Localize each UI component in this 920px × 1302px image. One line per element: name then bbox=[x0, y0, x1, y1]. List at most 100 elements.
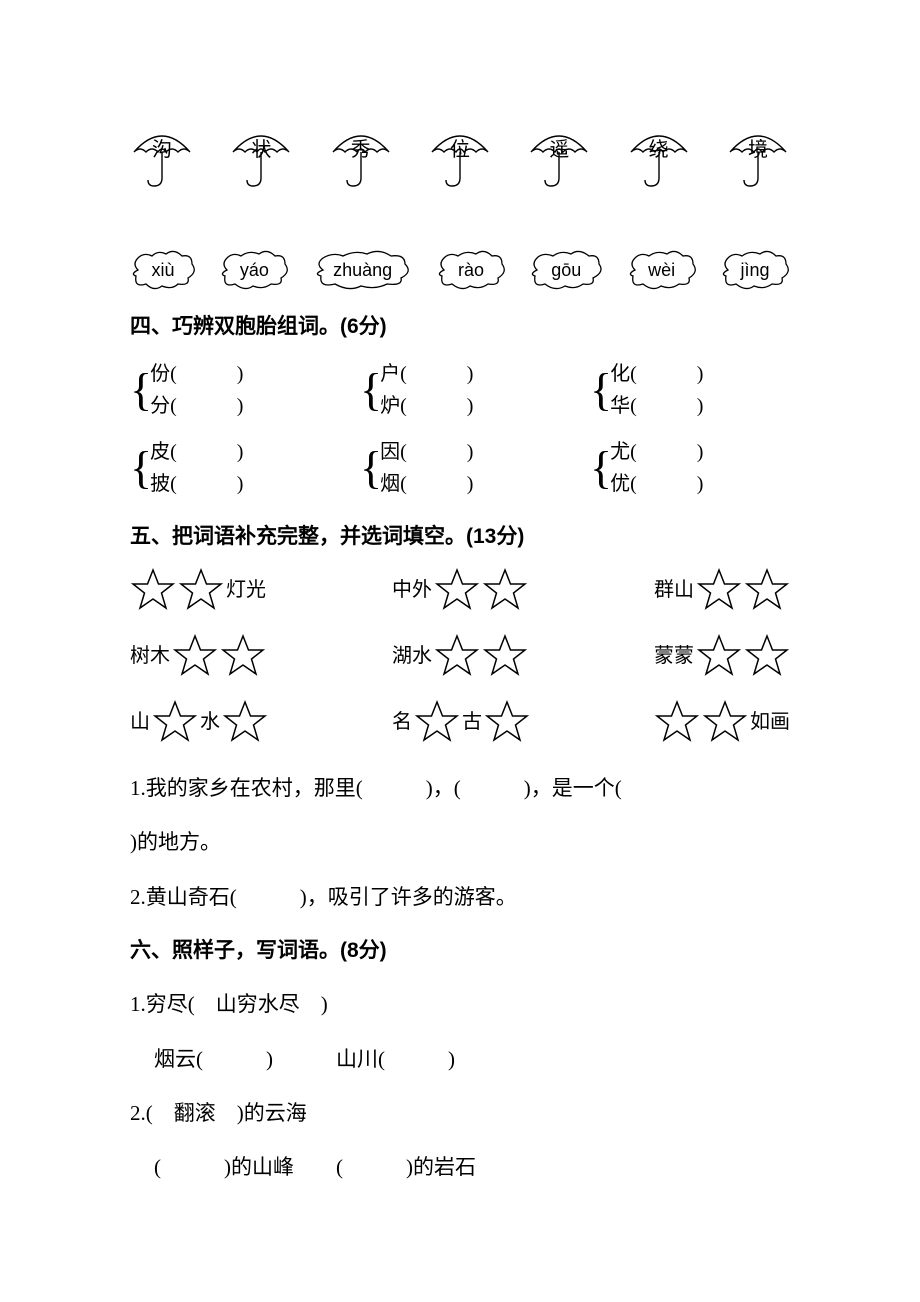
q6-2: 2.( 翻滚 )的云海 bbox=[130, 1090, 790, 1136]
twin-char-5a: 尤 bbox=[610, 441, 630, 463]
star-label: 群山 bbox=[654, 574, 694, 606]
twin-char-2b: 华 bbox=[610, 395, 630, 417]
q5-2: 2.黄山奇石( )，吸引了许多的游客。 bbox=[130, 874, 790, 920]
brace-icon: { bbox=[590, 445, 612, 491]
cloud-4: gōu bbox=[529, 250, 603, 290]
q5-1: 1.我的家乡在农村，那里( )，( )，是一个( bbox=[130, 765, 790, 811]
brace-icon: { bbox=[590, 367, 612, 413]
star-row-2: 山水名古如画 bbox=[130, 699, 790, 745]
star-icon bbox=[482, 633, 528, 679]
umbrella-5: 绕 bbox=[627, 120, 691, 190]
twin-char-4a: 因 bbox=[380, 441, 400, 463]
star-label: 山 bbox=[130, 706, 150, 738]
star-icon bbox=[434, 567, 480, 613]
umbrella-1: 状 bbox=[229, 120, 293, 190]
umbrella-4: 遥 bbox=[527, 120, 591, 190]
twin-group-5: {尤( )优( ) bbox=[590, 436, 790, 500]
cloud-text-3: rào bbox=[452, 256, 490, 285]
cloud-6: jìng bbox=[720, 250, 790, 290]
cloud-2: zhuàng bbox=[313, 250, 413, 290]
star-item-0-0: 灯光 bbox=[130, 567, 266, 613]
twin-char-2a: 化 bbox=[610, 363, 630, 385]
star-rows: 灯光中外群山树木湖水蒙蒙山水名古如画 bbox=[130, 567, 790, 745]
umbrella-char-2: 秀 bbox=[329, 134, 393, 166]
star-icon bbox=[484, 699, 530, 745]
cloud-text-0: xiù bbox=[145, 256, 180, 285]
twin-char-3b: 披 bbox=[150, 473, 170, 495]
star-icon bbox=[414, 699, 460, 745]
twin-group-0: {份( )分( ) bbox=[130, 358, 330, 422]
cloud-3: rào bbox=[436, 250, 506, 290]
star-label: 古 bbox=[462, 706, 482, 738]
star-label: 蒙蒙 bbox=[654, 640, 694, 672]
q5-1b: )的地方。 bbox=[130, 819, 790, 865]
star-item-0-2: 群山 bbox=[654, 567, 790, 613]
umbrella-char-1: 状 bbox=[229, 134, 293, 166]
twin-char-4b: 烟 bbox=[380, 473, 400, 495]
cloud-row: xiù yáo zhuàng rào gōu wèi jìng bbox=[130, 250, 790, 290]
twin-group-2: {化( )华( ) bbox=[590, 358, 790, 422]
star-icon bbox=[434, 633, 480, 679]
star-icon bbox=[696, 567, 742, 613]
star-item-0-1: 中外 bbox=[392, 567, 528, 613]
section4-title: 四、巧辨双胞胎组词。(6分) bbox=[130, 310, 790, 344]
section6-title: 六、照样子，写词语。(8分) bbox=[130, 934, 790, 968]
star-item-2-1: 名古 bbox=[392, 699, 530, 745]
brace-icon: { bbox=[130, 445, 152, 491]
star-icon bbox=[744, 567, 790, 613]
q6-1b: 烟云( ) 山川( ) bbox=[130, 1036, 790, 1082]
cloud-0: xiù bbox=[130, 250, 196, 290]
twin-char-0a: 份 bbox=[150, 363, 170, 385]
star-row-1: 树木 湖水 蒙蒙 bbox=[130, 633, 790, 679]
star-label: 如画 bbox=[750, 706, 790, 738]
twin-group-3: {皮( )披( ) bbox=[130, 436, 330, 500]
umbrella-char-4: 遥 bbox=[527, 134, 591, 166]
star-item-2-2: 如画 bbox=[654, 699, 790, 745]
cloud-5: wèi bbox=[627, 250, 697, 290]
umbrella-0: 沟 bbox=[130, 120, 194, 190]
cloud-1: yáo bbox=[219, 250, 289, 290]
star-icon bbox=[152, 699, 198, 745]
q6-1: 1.穷尽( 山穷水尽 ) bbox=[130, 981, 790, 1027]
twin-char-1b: 炉 bbox=[380, 395, 400, 417]
star-icon bbox=[696, 633, 742, 679]
twin-group-1: {户( )炉( ) bbox=[360, 358, 560, 422]
brace-icon: { bbox=[360, 367, 382, 413]
star-icon bbox=[130, 567, 176, 613]
cloud-text-1: yáo bbox=[234, 256, 275, 285]
star-label: 湖水 bbox=[392, 640, 432, 672]
star-item-2-0: 山水 bbox=[130, 699, 268, 745]
star-icon bbox=[220, 633, 266, 679]
umbrella-3: 位 bbox=[428, 120, 492, 190]
star-icon bbox=[482, 567, 528, 613]
umbrella-2: 秀 bbox=[329, 120, 393, 190]
star-label: 树木 bbox=[130, 640, 170, 672]
star-label: 名 bbox=[392, 706, 412, 738]
star-label: 中外 bbox=[392, 574, 432, 606]
star-item-1-1: 湖水 bbox=[392, 633, 528, 679]
brace-icon: { bbox=[130, 367, 152, 413]
umbrella-6: 境 bbox=[726, 120, 790, 190]
twin-char-3a: 皮 bbox=[150, 441, 170, 463]
section5-title: 五、把词语补充完整，并选词填空。(13分) bbox=[130, 520, 790, 554]
cloud-text-6: jìng bbox=[734, 256, 775, 285]
star-label: 水 bbox=[200, 706, 220, 738]
star-icon bbox=[702, 699, 748, 745]
cloud-text-4: gōu bbox=[545, 256, 587, 285]
star-icon bbox=[654, 699, 700, 745]
umbrella-char-5: 绕 bbox=[627, 134, 691, 166]
star-item-1-2: 蒙蒙 bbox=[654, 633, 790, 679]
q6-2b: ( )的山峰 ( )的岩石 bbox=[130, 1144, 790, 1190]
umbrella-char-6: 境 bbox=[726, 134, 790, 166]
cloud-text-5: wèi bbox=[642, 256, 681, 285]
star-item-1-0: 树木 bbox=[130, 633, 266, 679]
star-icon bbox=[178, 567, 224, 613]
umbrella-row: 沟 状 秀 位 遥 绕 境 bbox=[130, 120, 790, 190]
star-icon bbox=[172, 633, 218, 679]
twin-char-1a: 户 bbox=[380, 363, 400, 385]
twins-grid: {份( )分( ) {户( )炉( ) {化( )华( ) {皮( )披( ) … bbox=[130, 358, 790, 500]
umbrella-char-3: 位 bbox=[428, 134, 492, 166]
twin-char-0b: 分 bbox=[150, 395, 170, 417]
brace-icon: { bbox=[360, 445, 382, 491]
star-label: 灯光 bbox=[226, 574, 266, 606]
